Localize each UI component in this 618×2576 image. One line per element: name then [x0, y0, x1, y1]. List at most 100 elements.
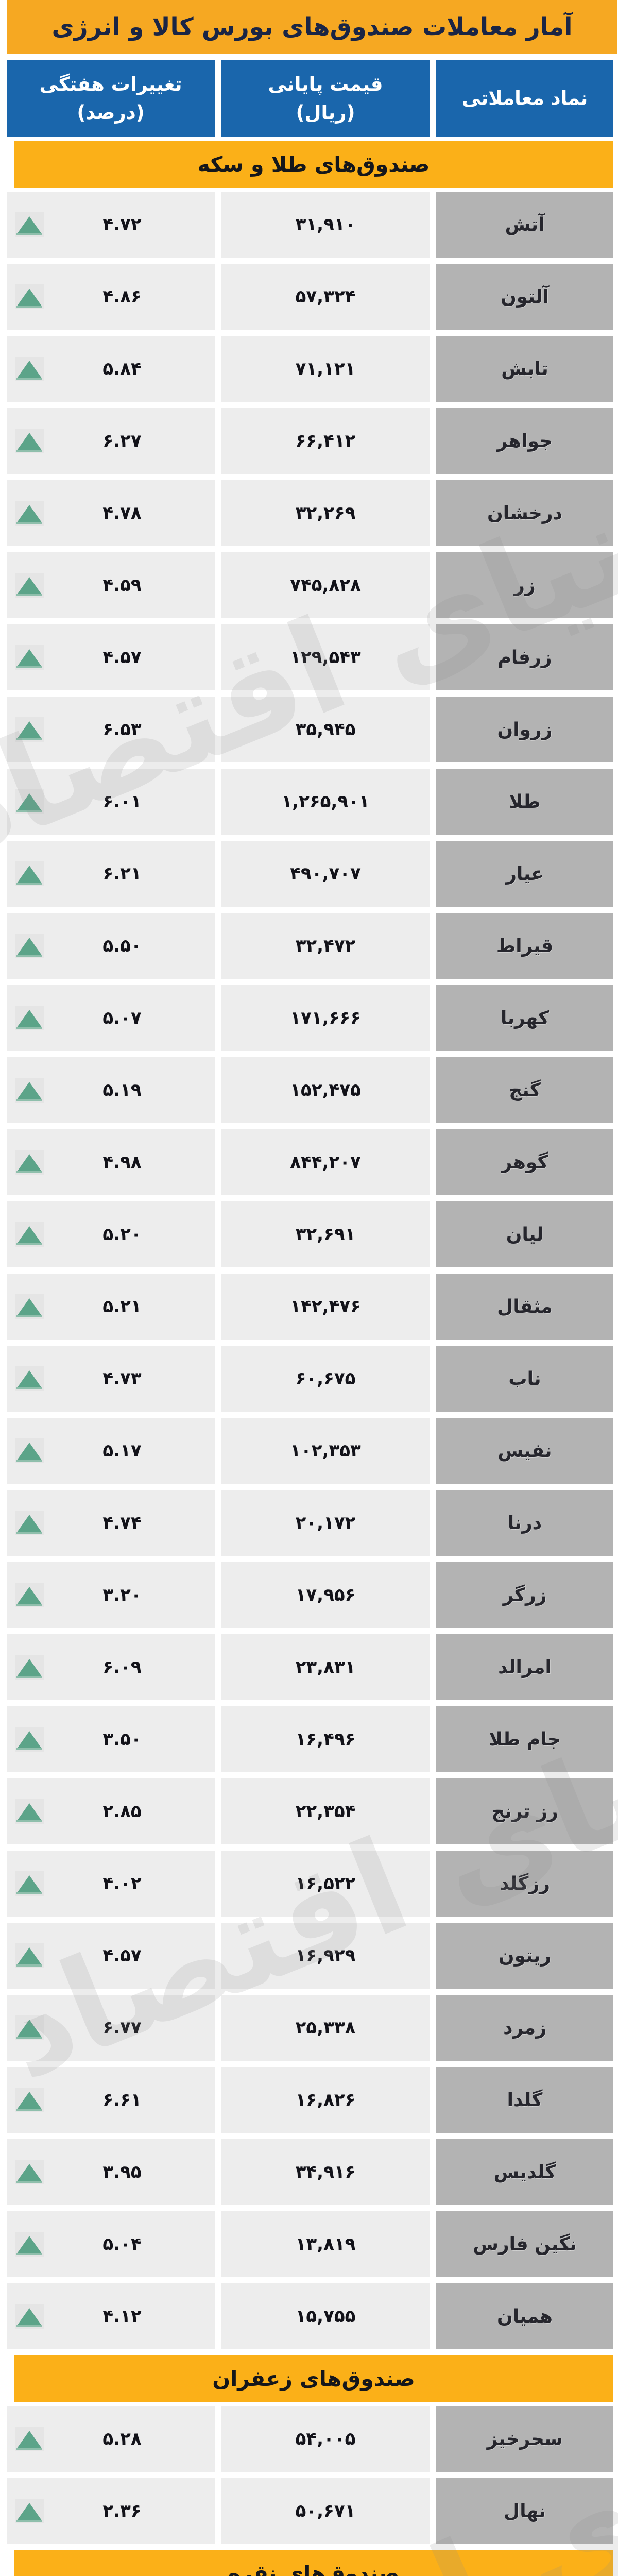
price-value: ۱۵۲,۴۷۵	[290, 1080, 362, 1100]
symbol-label: عیار	[506, 863, 544, 885]
symbol-cell: مثقال	[437, 1274, 614, 1340]
section-header: صندوق‌های نقره	[14, 2550, 614, 2576]
price-value: ۳۵,۹۴۵	[296, 719, 356, 740]
table-row: زر ۷۴۵,۸۲۸ ۴.۵۹	[7, 552, 614, 618]
symbol-cell: نفیس	[437, 1418, 614, 1484]
price-value: ۱۶,۵۲۲	[296, 1873, 356, 1894]
price-value: ۶۶,۴۱۲	[296, 431, 356, 451]
price-value: ۱۷,۹۵۶	[296, 1585, 356, 1605]
symbol-cell: زر	[437, 552, 614, 618]
change-value: ۴.۹۸	[103, 1152, 142, 1173]
symbol-label: مثقال	[497, 1296, 553, 1317]
table-row: درنا ۲۰,۱۷۲ ۴.۷۴	[7, 1490, 614, 1556]
symbol-cell: گلدا	[437, 2067, 614, 2133]
price-value: ۲۰,۱۷۲	[296, 1513, 356, 1533]
price-cell: ۱۵,۷۵۵	[221, 2283, 431, 2349]
price-value: ۸۴۴,۲۰۷	[290, 1152, 362, 1173]
change-value: ۴.۵۷	[103, 647, 142, 668]
symbol-cell: قیراط	[437, 913, 614, 979]
change-value: ۵.۰۴	[103, 2234, 142, 2255]
symbol-cell: زرگر	[437, 1562, 614, 1628]
change-value: ۲.۸۵	[103, 1801, 142, 1822]
up-triangle-icon	[15, 2427, 44, 2451]
change-cell: ۵.۵۰	[7, 913, 215, 979]
change-cell: ۴.۷۸	[7, 480, 215, 546]
symbol-label: نهال	[504, 2500, 547, 2522]
symbol-label: زمرد	[504, 2017, 547, 2039]
column-header-price-unit: (ریال)	[296, 101, 356, 124]
table-row: نهال ۵۰,۶۷۱ ۲.۳۶	[7, 2478, 614, 2544]
up-triangle-icon	[15, 284, 44, 309]
change-value: ۵.۲۱	[103, 1296, 142, 1317]
change-value: ۵.۲۸	[103, 2429, 142, 2449]
table-row: ناب ۶۰,۶۷۵ ۴.۷۳	[7, 1346, 614, 1412]
price-cell: ۳۴,۹۱۶	[221, 2139, 431, 2205]
change-cell: ۶.۲۷	[7, 408, 215, 474]
change-value: ۵.۲۰	[103, 1224, 142, 1245]
symbol-label: قیراط	[496, 935, 554, 957]
change-value: ۵.۰۷	[103, 1008, 142, 1028]
change-cell: ۵.۲۸	[7, 2406, 215, 2472]
symbol-cell: زرفام	[437, 624, 614, 690]
price-cell: ۲۰,۱۷۲	[221, 1490, 431, 1556]
up-triangle-icon	[15, 573, 44, 598]
column-header-change-label: تغییرات هفتگی	[40, 73, 183, 95]
price-cell: ۷۱,۱۲۱	[221, 336, 431, 402]
up-triangle-icon	[15, 1438, 44, 1463]
change-value: ۴.۵۷	[103, 1945, 142, 1966]
symbol-cell: تابش	[437, 336, 614, 402]
price-value: ۵۴,۰۰۵	[296, 2429, 356, 2449]
change-value: ۶.۵۳	[103, 719, 142, 740]
symbol-cell: همیان	[437, 2283, 614, 2349]
table-row: سحرخیز ۵۴,۰۰۵ ۵.۲۸	[7, 2406, 614, 2472]
symbol-label: گلدیس	[494, 2161, 557, 2183]
up-triangle-icon	[15, 1511, 44, 1535]
table-row: عیار ۴۹۰,۷۰۷ ۶.۲۱	[7, 841, 614, 907]
change-cell: ۶.۶۱	[7, 2067, 215, 2133]
change-value: ۳.۵۰	[103, 1729, 142, 1750]
price-value: ۱۲۹,۵۴۳	[290, 647, 362, 668]
price-value: ۳۲,۴۷۲	[296, 936, 356, 956]
symbol-label: ریتون	[499, 1945, 552, 1967]
price-value: ۱۶,۸۲۶	[296, 2090, 356, 2110]
symbol-label: جام طلا	[489, 1728, 561, 1750]
price-value: ۶۰,۶۷۵	[296, 1368, 356, 1389]
symbol-cell: ناب	[437, 1346, 614, 1412]
symbol-cell: امرالد	[437, 1634, 614, 1700]
table-row: گلدیس ۳۴,۹۱۶ ۳.۹۵	[7, 2139, 614, 2205]
price-value: ۱۴۲,۴۷۶	[290, 1296, 362, 1317]
change-value: ۵.۱۹	[103, 1080, 142, 1100]
column-header-change-unit: (درصد)	[77, 101, 145, 124]
symbol-label: طلا	[509, 791, 541, 812]
symbol-cell: کهربا	[437, 985, 614, 1051]
table-row: جام طلا ۱۶,۴۹۶ ۳.۵۰	[7, 1706, 614, 1772]
symbol-cell: لیان	[437, 1201, 614, 1267]
up-triangle-icon	[15, 1294, 44, 1319]
change-cell: ۵.۲۰	[7, 1201, 215, 1267]
symbol-cell: درخشان	[437, 480, 614, 546]
section-header-label: صندوق‌های طلا و سکه	[198, 152, 431, 177]
symbol-label: زرفام	[498, 647, 553, 668]
change-cell: ۶.۰۹	[7, 1634, 215, 1700]
change-cell: ۴.۷۲	[7, 192, 215, 258]
table-body: صندوق‌های طلا و سکه آتش ۳۱,۹۱۰ ۴.۷۲ آلتو…	[7, 141, 614, 2576]
change-cell: ۴.۱۲	[7, 2283, 215, 2349]
price-cell: ۱۰۲,۳۵۳	[221, 1418, 431, 1484]
up-triangle-icon	[15, 2232, 44, 2257]
table-row: طلا ۱,۲۶۵,۹۰۱ ۶.۰۱	[7, 769, 614, 835]
change-cell: ۵.۱۷	[7, 1418, 215, 1484]
table-row: امرالد ۲۳,۸۳۱ ۶.۰۹	[7, 1634, 614, 1700]
table-row: زمرد ۲۵,۳۳۸ ۶.۷۷	[7, 1995, 614, 2061]
change-cell: ۳.۹۵	[7, 2139, 215, 2205]
change-cell: ۵.۱۹	[7, 1057, 215, 1123]
change-cell: ۵.۰۴	[7, 2211, 215, 2277]
table-row: همیان ۱۵,۷۵۵ ۴.۱۲	[7, 2283, 614, 2349]
up-triangle-icon	[15, 2160, 44, 2184]
price-cell: ۲۲,۳۵۴	[221, 1778, 431, 1844]
symbol-cell: آتش	[437, 192, 614, 258]
symbol-cell: جواهر	[437, 408, 614, 474]
price-value: ۲۲,۳۵۴	[296, 1801, 356, 1822]
symbol-label: درخشان	[487, 502, 563, 524]
price-cell: ۱۶,۹۲۹	[221, 1923, 431, 1989]
